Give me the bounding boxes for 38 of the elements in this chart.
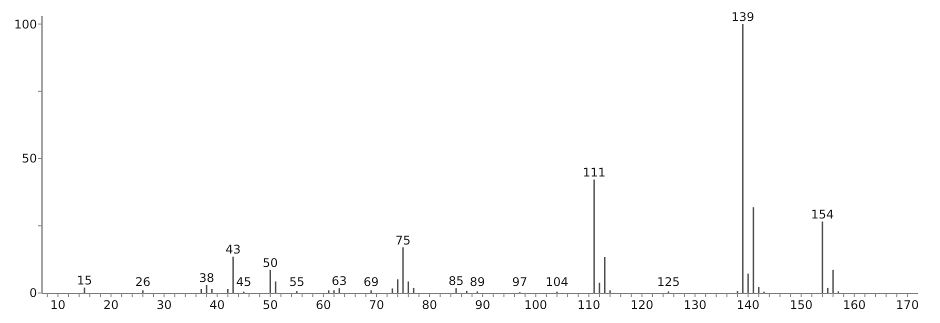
x-tick-label: 110 (577, 298, 600, 312)
y-tick-label: 0 (29, 286, 37, 300)
x-tick-label: 140 (736, 298, 760, 312)
x-tick-label: 80 (422, 298, 438, 312)
x-tick-label: 40 (210, 298, 225, 312)
annotation: 104 (546, 275, 568, 289)
annotation: 26 (135, 275, 151, 289)
annotation: 139 (731, 10, 754, 24)
annotation: 38 (198, 270, 214, 285)
annotation: 97 (512, 275, 528, 289)
annotation: 45 (236, 275, 252, 289)
x-tick-label: 170 (896, 298, 919, 312)
annotation: 15 (76, 274, 92, 288)
x-tick-label: 150 (790, 298, 813, 312)
annotation: 89 (470, 275, 485, 289)
x-tick-label: 20 (103, 298, 119, 312)
annotation: 111 (582, 166, 606, 180)
annotation: 43 (225, 242, 241, 257)
annotation: 75 (395, 233, 411, 248)
x-tick-label: 60 (316, 298, 332, 312)
x-tick-label: 130 (684, 298, 706, 312)
x-tick-label: 50 (262, 298, 278, 312)
annotation: 63 (332, 274, 347, 288)
x-tick-label: 10 (50, 298, 66, 312)
x-tick-label: 120 (630, 298, 654, 312)
x-tick-label: 70 (368, 298, 384, 312)
x-tick-label: 30 (156, 298, 172, 312)
y-tick-label: 100 (14, 17, 37, 32)
annotation: 69 (364, 275, 379, 289)
annotation: 154 (810, 207, 834, 222)
x-tick-label: 90 (475, 298, 490, 312)
annotation: 55 (289, 275, 304, 289)
x-tick-label: 160 (842, 298, 866, 312)
x-tick-label: 100 (524, 298, 548, 312)
y-tick-label: 50 (22, 152, 37, 166)
annotation: 50 (262, 256, 278, 270)
annotation: 125 (657, 275, 680, 289)
annotation: 85 (448, 274, 464, 288)
